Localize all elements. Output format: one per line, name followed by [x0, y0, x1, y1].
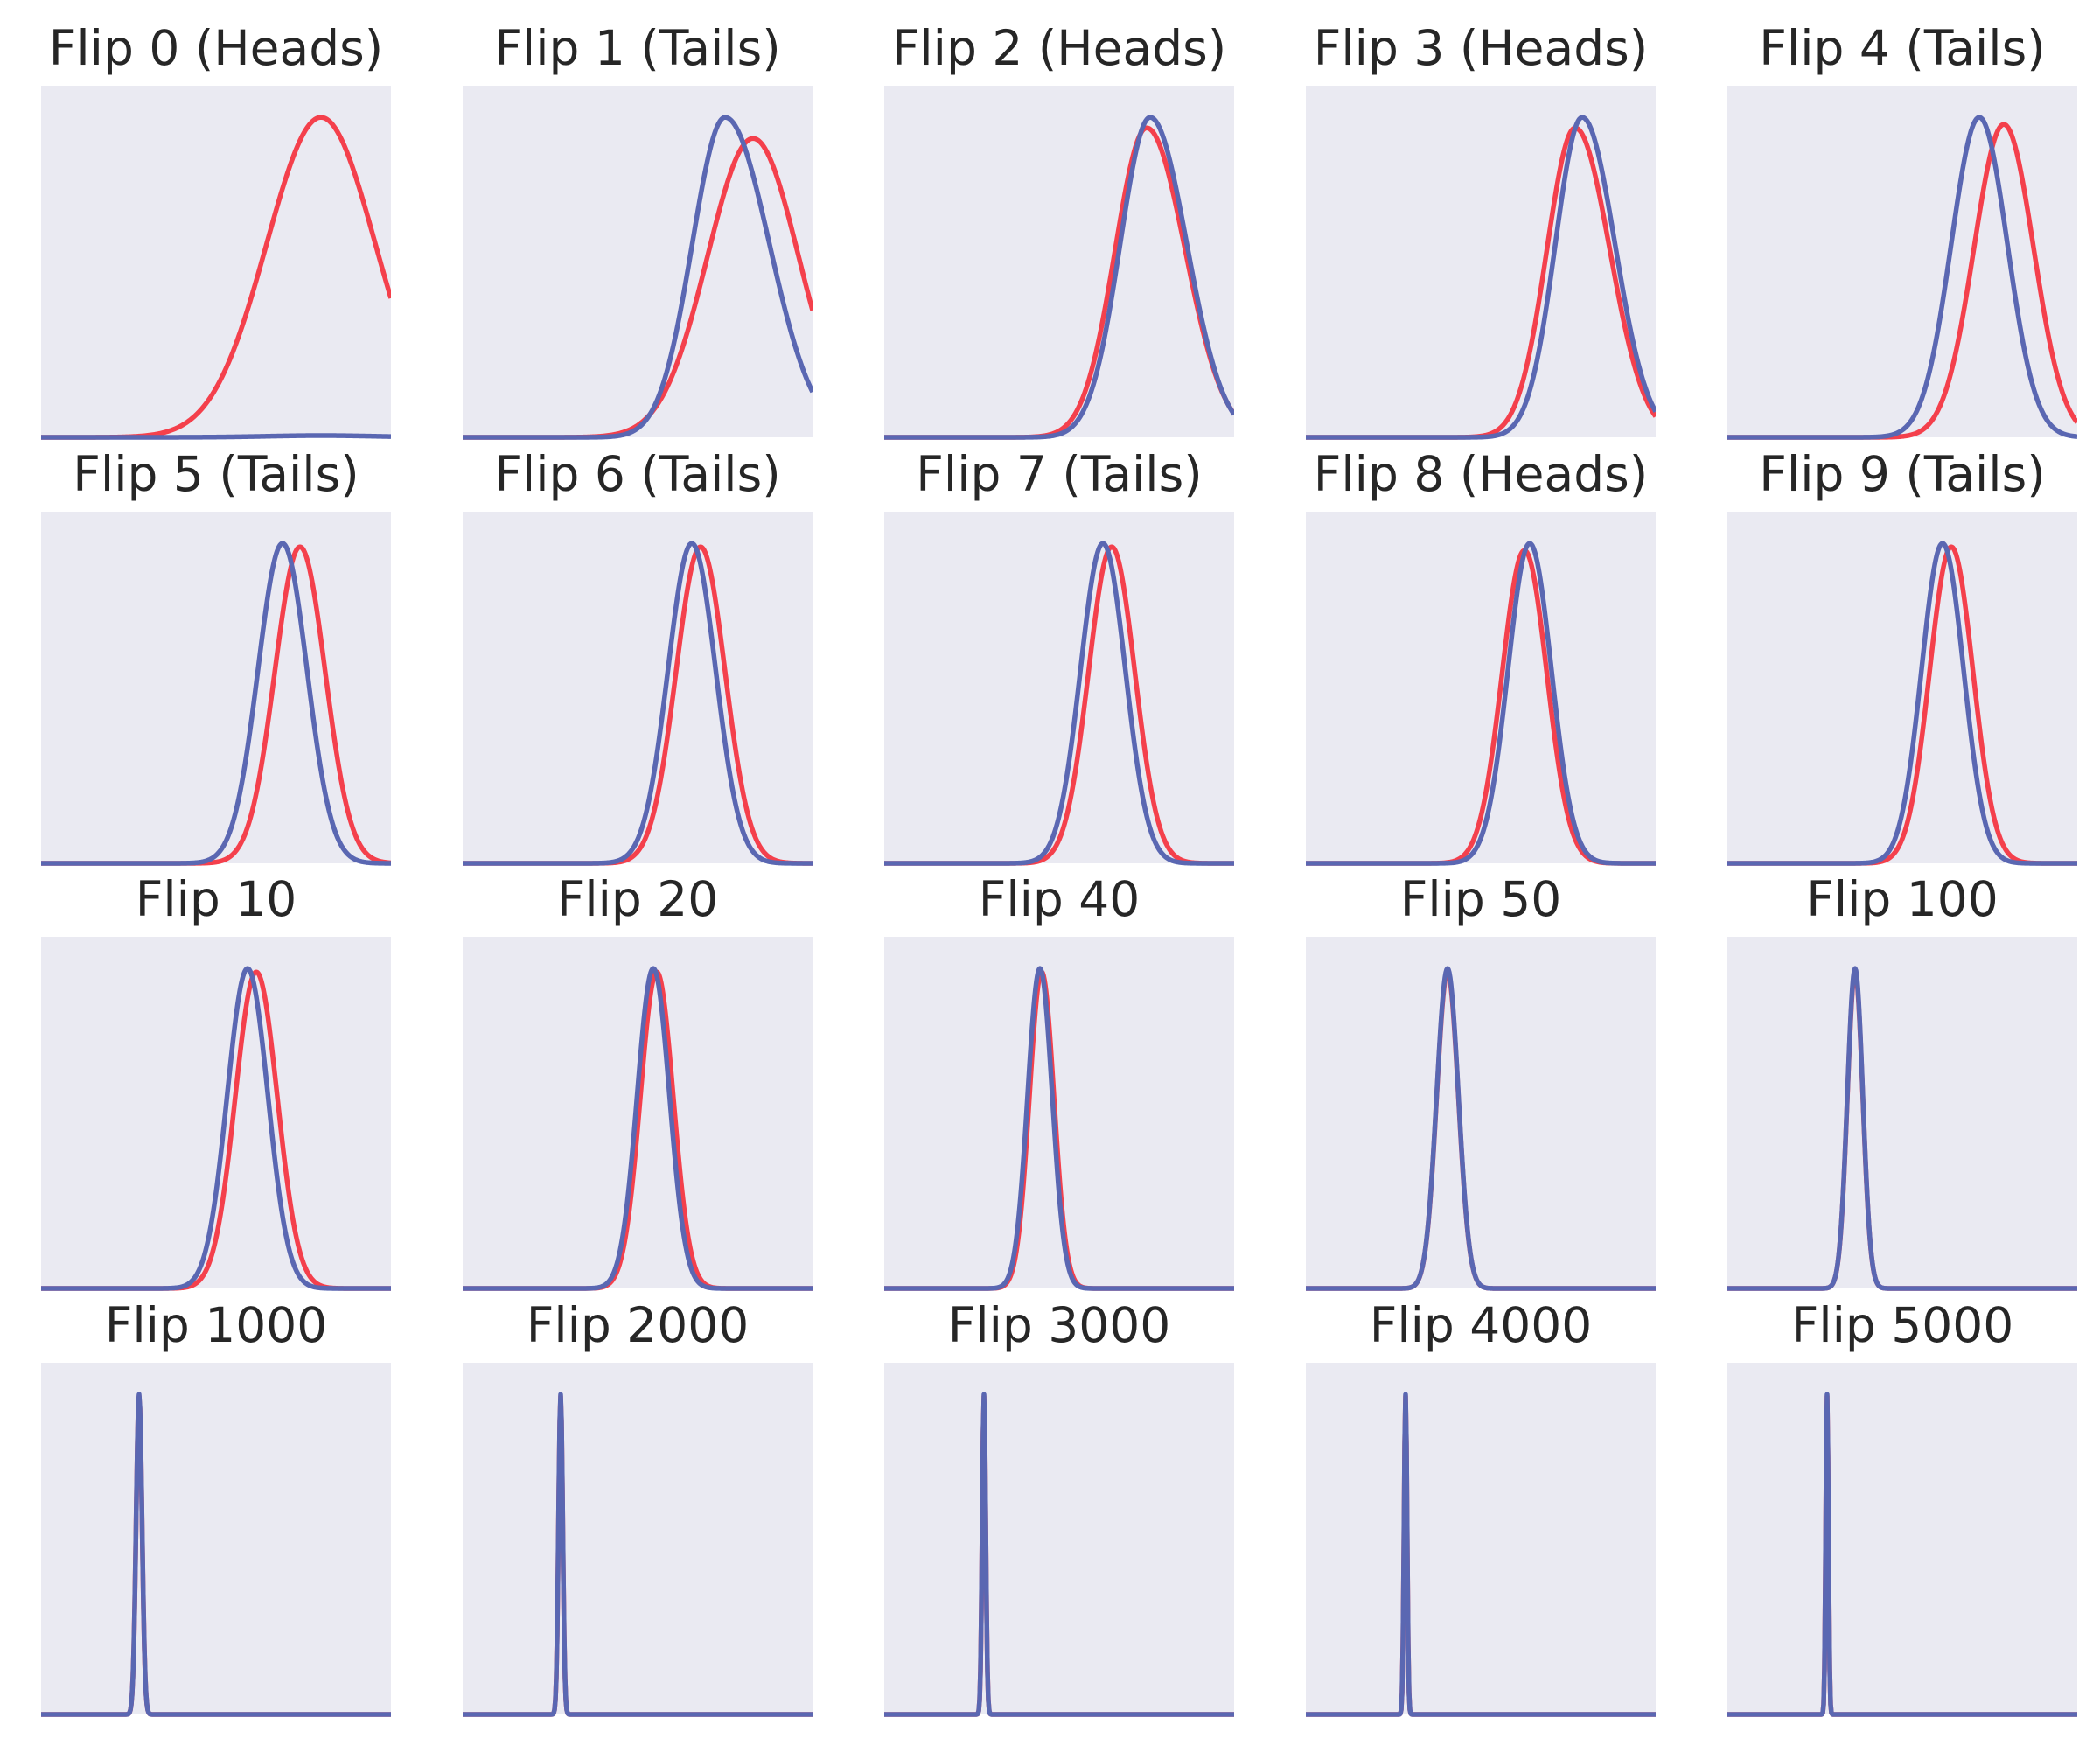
series-line-blue — [1727, 966, 2077, 1291]
series-line-blue — [1727, 541, 2077, 866]
series-line-blue — [1727, 1392, 2077, 1717]
subplot-9: Flip 9 (Tails) — [1727, 446, 2077, 866]
plot-area — [1727, 1363, 2077, 1714]
subplot-0: Flip 0 (Heads) — [41, 20, 391, 440]
series-line-blue — [41, 541, 391, 866]
series-line-blue — [884, 541, 1234, 866]
subplot-title: Flip 2 (Heads) — [892, 20, 1226, 76]
plot-area — [463, 1363, 813, 1714]
subplot-title: Flip 7 (Tails) — [916, 446, 1202, 502]
plot-area — [884, 86, 1234, 437]
subplot-2: Flip 2 (Heads) — [884, 20, 1234, 440]
subplot-title: Flip 2000 — [527, 1297, 750, 1353]
series-line-blue — [463, 115, 813, 440]
plot-area — [1727, 937, 2077, 1288]
series-line-blue — [41, 433, 391, 440]
plot-area — [41, 86, 391, 437]
plot-area — [884, 1363, 1234, 1714]
subplot-title: Flip 50 — [1400, 871, 1562, 927]
subplot-title: Flip 5000 — [1791, 1297, 2014, 1353]
series-line-blue — [1306, 541, 1656, 866]
series-line-blue — [884, 966, 1234, 1291]
plot-area — [1306, 86, 1656, 437]
series-line-blue — [463, 541, 813, 866]
subplot-16: Flip 2000 — [463, 1297, 813, 1717]
subplot-title: Flip 1 (Tails) — [494, 20, 780, 76]
subplot-15: Flip 1000 — [41, 1297, 391, 1717]
series-line-blue — [1306, 1392, 1656, 1717]
series-line-blue — [1306, 966, 1656, 1291]
subplot-title: Flip 10 — [136, 871, 297, 927]
series-line-blue — [884, 1392, 1234, 1717]
subplot-title: Flip 4 (Tails) — [1759, 20, 2045, 76]
plot-area — [41, 1363, 391, 1714]
series-line-blue — [41, 1392, 391, 1717]
subplot-title: Flip 5 (Tails) — [73, 446, 359, 502]
plot-area — [463, 86, 813, 437]
subplot-11: Flip 20 — [463, 871, 813, 1291]
subplot-7: Flip 7 (Tails) — [884, 446, 1234, 866]
subplot-5: Flip 5 (Tails) — [41, 446, 391, 866]
subplot-title: Flip 3000 — [948, 1297, 1171, 1353]
series-line-blue — [1306, 115, 1656, 440]
plot-area — [884, 937, 1234, 1288]
subplot-1: Flip 1 (Tails) — [463, 20, 813, 440]
subplot-13: Flip 50 — [1306, 871, 1656, 1291]
series-line-blue — [463, 1392, 813, 1717]
plot-area — [1306, 937, 1656, 1288]
series-line-blue — [41, 966, 391, 1291]
plot-area — [41, 512, 391, 863]
series-line-blue — [884, 115, 1234, 440]
series-line-blue — [1727, 115, 2077, 440]
subplot-title: Flip 3 (Heads) — [1314, 20, 1648, 76]
plot-area — [1306, 512, 1656, 863]
subplot-title: Flip 9 (Tails) — [1759, 446, 2045, 502]
plot-area — [1306, 1363, 1656, 1714]
subplot-title: Flip 4000 — [1370, 1297, 1593, 1353]
subplot-title: Flip 100 — [1806, 871, 1999, 927]
subplot-4: Flip 4 (Tails) — [1727, 20, 2077, 440]
subplot-title: Flip 8 (Heads) — [1314, 446, 1648, 502]
plot-area — [463, 512, 813, 863]
subplot-17: Flip 3000 — [884, 1297, 1234, 1717]
subplot-title: Flip 0 (Heads) — [49, 20, 383, 76]
subplot-14: Flip 100 — [1727, 871, 2077, 1291]
subplot-title: Flip 1000 — [105, 1297, 328, 1353]
subplot-title: Flip 40 — [979, 871, 1141, 927]
plot-area — [884, 512, 1234, 863]
series-line-blue — [463, 966, 813, 1291]
plot-area — [1727, 86, 2077, 437]
subplot-18: Flip 4000 — [1306, 1297, 1656, 1717]
subplot-10: Flip 10 — [41, 871, 391, 1291]
subplot-12: Flip 40 — [884, 871, 1234, 1291]
subplot-title: Flip 6 (Tails) — [494, 446, 780, 502]
subplot-8: Flip 8 (Heads) — [1306, 446, 1656, 866]
subplot-title: Flip 20 — [557, 871, 719, 927]
subplot-19: Flip 5000 — [1727, 1297, 2077, 1717]
subplot-6: Flip 6 (Tails) — [463, 446, 813, 866]
subplot-3: Flip 3 (Heads) — [1306, 20, 1656, 440]
